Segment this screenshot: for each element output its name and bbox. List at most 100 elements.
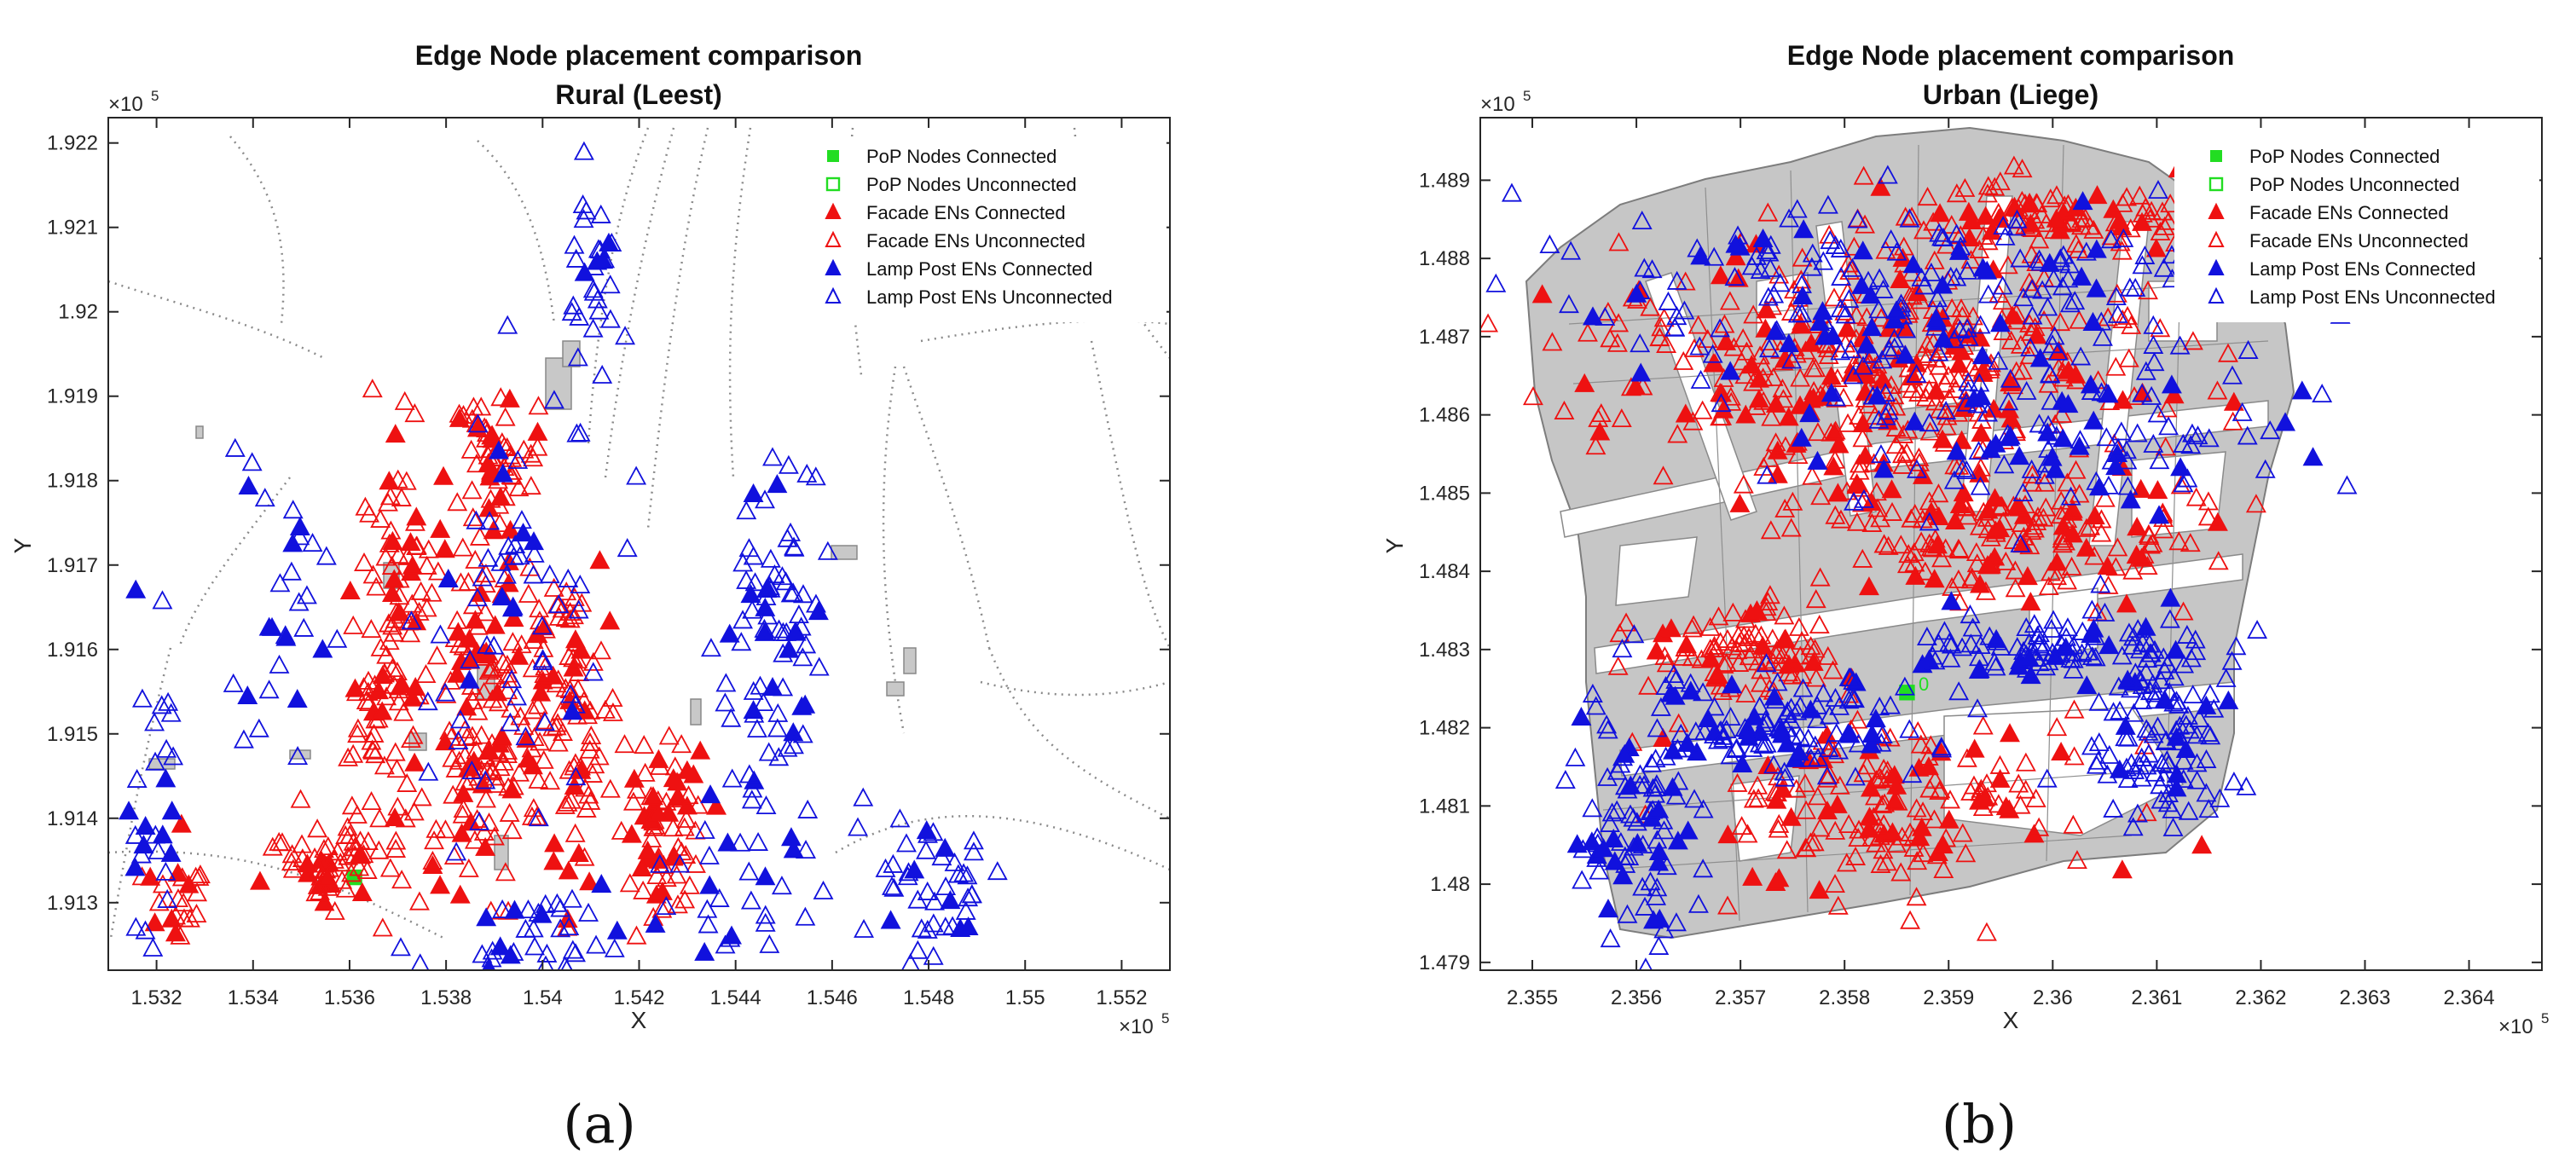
lamp-post-en-marker bbox=[289, 517, 310, 536]
facade-en-marker bbox=[580, 731, 600, 751]
chart-title: Edge Node placement comparison bbox=[1787, 40, 2235, 71]
facade-en-marker bbox=[361, 619, 382, 639]
lamp-post-en-marker bbox=[1755, 709, 1776, 729]
facade-en-marker bbox=[1925, 380, 1947, 400]
lamp-post-en-marker bbox=[560, 684, 582, 703]
lamp-post-en-marker bbox=[2135, 662, 2156, 681]
lamp-post-en-marker bbox=[2098, 384, 2119, 403]
lamp-post-en-marker bbox=[1687, 893, 1709, 913]
facade-en-marker bbox=[493, 651, 513, 671]
lamp-post-en-marker bbox=[145, 824, 166, 844]
lamp-post-en-marker bbox=[1604, 851, 1625, 870]
lamp-post-en-marker bbox=[1583, 306, 1603, 326]
legend: PoP Nodes Connected PoP Nodes Unconnecte… bbox=[791, 136, 1166, 322]
facade-en-marker bbox=[2104, 212, 2126, 232]
facade-en-marker bbox=[1606, 332, 1628, 352]
facade-en-marker bbox=[626, 925, 647, 945]
legend-item-facade-unconnected: Facade ENs Unconnected bbox=[825, 230, 1085, 252]
lamp-post-en-marker bbox=[1838, 690, 1860, 709]
lamp-post-en-marker bbox=[2029, 623, 2050, 643]
facade-en-marker bbox=[368, 840, 390, 859]
lamp-post-en-marker bbox=[2045, 459, 2066, 478]
lamp-post-en-marker bbox=[780, 583, 802, 603]
lamp-post-en-marker bbox=[1899, 719, 1920, 738]
lamp-post-en-marker bbox=[1788, 742, 1809, 761]
facade-en-marker bbox=[448, 622, 469, 641]
lamp-post-en-marker bbox=[783, 582, 804, 602]
facade-en-marker bbox=[1980, 554, 2001, 574]
y-ticks: 1.9131.9141.9151.9161.9171.9181.9191.921… bbox=[47, 132, 1170, 915]
lamp-post-en-marker bbox=[1769, 273, 1791, 292]
facade-en-marker bbox=[1975, 205, 1996, 225]
lamp-post-en-marker bbox=[1760, 257, 1781, 277]
facade-en-marker bbox=[1786, 344, 1807, 363]
lamp-post-en-marker bbox=[1702, 344, 1723, 363]
lamp-post-en-marker bbox=[2199, 684, 2220, 703]
lamp-post-en-marker bbox=[1756, 240, 1777, 260]
lamp-post-en-marker bbox=[131, 688, 153, 708]
facade-en-marker bbox=[1731, 816, 1752, 836]
lamp-post-en-marker bbox=[1957, 260, 1978, 280]
facade-en-marker bbox=[343, 615, 364, 634]
facade-en-marker bbox=[425, 818, 447, 838]
facade-en-marker bbox=[1554, 400, 1575, 419]
lamp-post-en-marker bbox=[720, 928, 741, 947]
facade-en-marker bbox=[1964, 738, 1985, 758]
lamp-post-en-marker bbox=[1655, 675, 1676, 696]
facade-en-marker bbox=[1925, 770, 1946, 789]
facade-en-marker bbox=[449, 750, 470, 770]
facade-en-marker bbox=[1907, 720, 1929, 741]
facade-en-marker bbox=[540, 771, 561, 790]
facade-en-marker bbox=[1805, 589, 1826, 609]
lamp-post-en-marker bbox=[237, 685, 258, 705]
lamp-post-en-marker bbox=[2173, 750, 2194, 770]
y-tick-label: 1.483 bbox=[1419, 639, 1470, 662]
lamp-post-en-marker bbox=[1778, 332, 1799, 353]
facade-en-marker bbox=[1609, 623, 1630, 643]
lamp-post-en-marker bbox=[1919, 512, 1940, 531]
facade-en-marker bbox=[421, 582, 443, 602]
lamp-post-en-marker bbox=[1868, 409, 1890, 429]
lamp-post-en-marker bbox=[497, 315, 518, 334]
facade-en-marker bbox=[646, 864, 668, 884]
facade-en-marker bbox=[2147, 480, 2168, 500]
facade-en-marker bbox=[447, 610, 468, 629]
lamp-post-en-marker bbox=[2312, 384, 2333, 403]
lamp-post-en-marker bbox=[1929, 223, 1950, 242]
legend-item-pop-unconnected: PoP Nodes Unconnected bbox=[825, 174, 1077, 195]
lamp-post-en-marker bbox=[2083, 410, 2104, 430]
facade-en-marker bbox=[1954, 496, 1976, 516]
facade-en-marker bbox=[2012, 159, 2033, 178]
lamp-post-en-marker bbox=[1807, 695, 1828, 714]
lamp-post-en-marker bbox=[1999, 427, 2020, 447]
y-tick-label: 1.482 bbox=[1419, 717, 1470, 740]
facade-en-marker bbox=[2010, 795, 2031, 814]
lamp-post-en-marker bbox=[2064, 291, 2086, 310]
lamp-post-en-marker bbox=[754, 622, 775, 641]
lamp-post-en-marker bbox=[645, 913, 666, 933]
x-tick-label: 1.54 bbox=[523, 986, 563, 1009]
lamp-post-en-marker bbox=[1648, 935, 1670, 955]
lamp-post-en-marker bbox=[1627, 833, 1648, 853]
lamp-post-en-marker bbox=[1593, 838, 1614, 858]
facade-en-marker bbox=[1760, 520, 1781, 540]
facade-en-marker bbox=[2055, 531, 2075, 551]
lamp-post-en-marker bbox=[1854, 489, 1874, 508]
facade-en-marker bbox=[2218, 343, 2238, 362]
facade-en-marker bbox=[2105, 557, 2127, 576]
lamp-post-en-marker bbox=[1943, 329, 1965, 349]
facade-en-marker bbox=[1827, 895, 1849, 915]
lamp-post-en-marker bbox=[698, 914, 719, 934]
lamp-post-en-marker bbox=[935, 916, 956, 936]
lamp-post-en-marker bbox=[1502, 182, 1522, 202]
facade-en-marker bbox=[475, 748, 496, 767]
facade-en-marker bbox=[557, 792, 578, 812]
lamp-post-en-marker bbox=[573, 209, 594, 228]
facade-en-marker bbox=[1989, 755, 2011, 774]
facade-en-marker bbox=[495, 862, 516, 882]
lamp-post-en-marker bbox=[808, 656, 830, 676]
lamp-post-en-marker bbox=[430, 624, 451, 644]
lamp-post-en-marker bbox=[568, 599, 589, 619]
facade-en-marker bbox=[2009, 497, 2030, 517]
lamp-post-en-marker bbox=[615, 326, 636, 345]
